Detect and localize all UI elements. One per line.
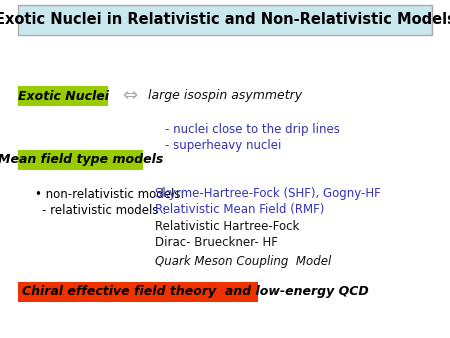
Text: Dirac- Brueckner- HF: Dirac- Brueckner- HF [155, 236, 278, 248]
Text: Exotic Nuclei in Relativistic and Non-Relativistic Models: Exotic Nuclei in Relativistic and Non-Re… [0, 13, 450, 27]
Text: Skyrme-Hartree-Fock (SHF), Gogny-HF: Skyrme-Hartree-Fock (SHF), Gogny-HF [155, 188, 381, 200]
Text: Relativistic Hartree-Fock: Relativistic Hartree-Fock [155, 219, 299, 233]
Text: Exotic Nuclei: Exotic Nuclei [18, 90, 108, 102]
FancyBboxPatch shape [18, 86, 108, 106]
FancyBboxPatch shape [18, 150, 143, 170]
Text: - relativistic models :: - relativistic models : [42, 203, 166, 217]
FancyBboxPatch shape [18, 5, 432, 35]
Text: Quark Meson Coupling  Model: Quark Meson Coupling Model [155, 256, 331, 268]
FancyBboxPatch shape [18, 282, 258, 302]
Text: large isospin asymmetry: large isospin asymmetry [148, 90, 302, 102]
Text: • non-relativistic models:: • non-relativistic models: [35, 188, 184, 200]
Text: ⇔: ⇔ [122, 87, 138, 105]
Text: - superheavy nuclei: - superheavy nuclei [165, 140, 281, 152]
Text: - nuclei close to the drip lines: - nuclei close to the drip lines [165, 123, 340, 137]
Text: Relativistic Mean Field (RMF): Relativistic Mean Field (RMF) [155, 203, 324, 217]
Text: Chiral effective field theory  and low-energy QCD: Chiral effective field theory and low-en… [22, 286, 369, 298]
Text: Mean field type models: Mean field type models [0, 153, 163, 167]
